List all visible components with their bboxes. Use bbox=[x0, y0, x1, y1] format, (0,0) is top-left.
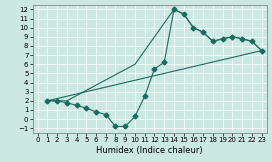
X-axis label: Humidex (Indice chaleur): Humidex (Indice chaleur) bbox=[96, 146, 203, 155]
